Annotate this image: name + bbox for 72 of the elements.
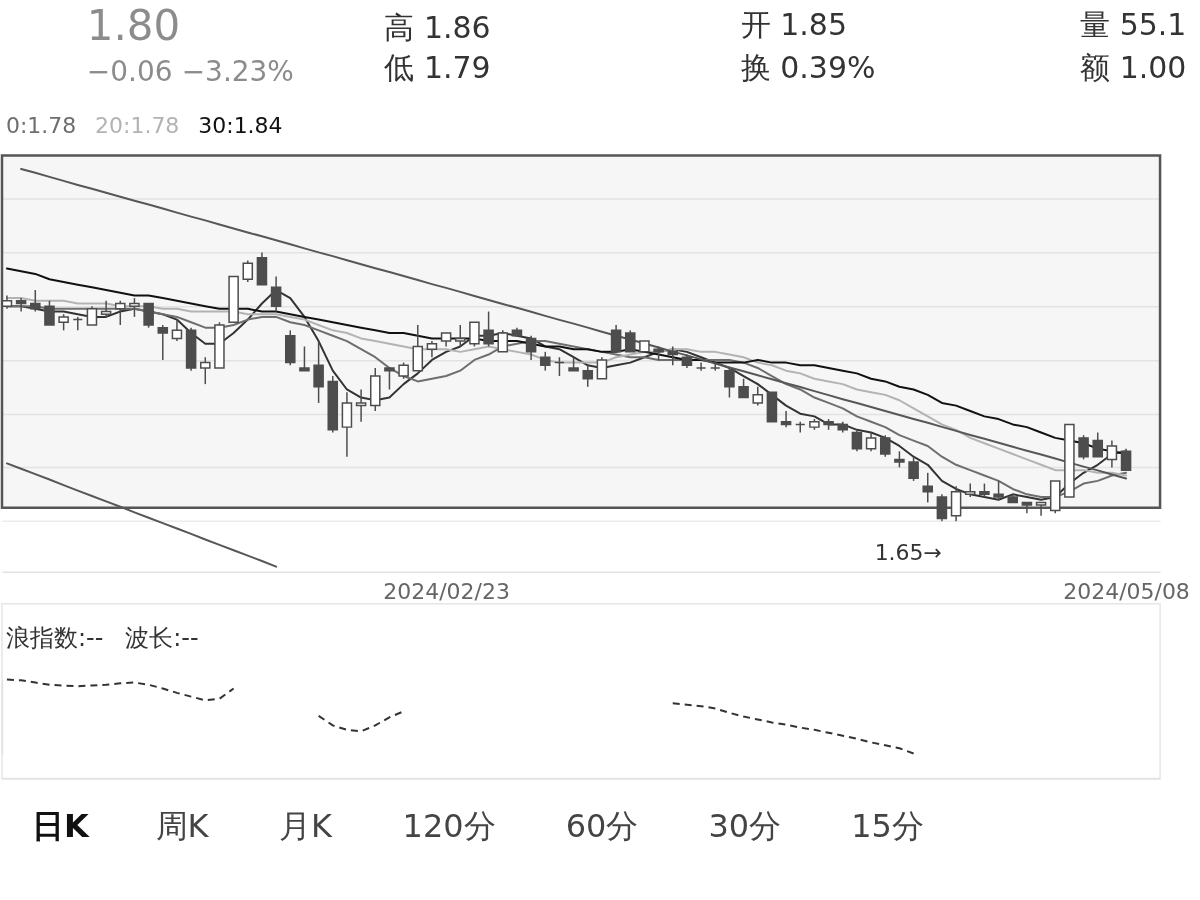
candlestick [539,351,551,372]
x-tick-label: 2024/05/08 [1063,579,1190,605]
candlestick [1078,434,1089,461]
candlestick [30,289,41,313]
candlestick [100,300,112,318]
candlestick [752,386,764,407]
candlestick [1035,501,1047,517]
text: 1.80 [86,0,181,50]
candlestick [879,434,891,458]
candlestick [72,316,84,332]
text: 换 0.39% [740,49,876,85]
text: 20:1.78 [95,112,180,138]
text: 1.65→ [874,540,942,566]
text: −0.06 [86,54,173,88]
candlestick [143,302,154,329]
text: 波长:-- [125,623,199,652]
candlestick [936,493,948,522]
candlestick [384,367,395,391]
candlestick [695,361,707,372]
candlestick [171,318,183,342]
candlestick [86,305,98,326]
text: 浪指数:-- [5,623,104,652]
candlestick [483,310,494,348]
candlestick [582,364,594,388]
candlestick [993,480,1004,501]
candlestick [1092,431,1104,458]
candlestick [299,345,310,372]
candlestick [15,297,27,313]
candlestick [115,300,126,326]
candlestick [610,324,622,353]
candlestick [454,324,466,348]
text: 30分 [708,807,782,846]
text: 15分 [851,807,924,846]
candlestick [667,345,679,367]
text: 周K [155,807,210,846]
candlestick [554,356,565,377]
text: 日K [31,807,90,846]
text: 量 55.1 [1080,6,1187,42]
text: 低 1.79 [384,49,491,85]
text: 60分 [565,807,639,846]
candlestick [44,300,55,326]
text: 额 1.00 [1080,49,1187,85]
candlestick [724,367,735,399]
candlestick [313,340,324,404]
candlestick [964,482,976,498]
candlestick [922,472,934,504]
candlestick [908,455,919,482]
candlestick [865,431,877,453]
text: 120分 [402,807,496,846]
candlestick [596,356,608,380]
candlestick [200,356,211,385]
text: 高 1.86 [384,9,491,45]
candlestick [738,377,749,399]
candlestick [469,321,480,348]
candlestick [129,297,140,318]
text: 30:1.84 [198,112,283,138]
text: −3.23% [181,54,294,88]
candlestick [624,329,636,353]
candlestick [851,429,863,453]
candlestick [780,410,792,428]
candlestick [1106,439,1118,469]
x-tick-label: 2024/02/23 [383,579,510,605]
candlestick [497,329,509,353]
text: 0:1.78 [5,112,77,138]
text: 开 1.85 [740,6,847,42]
text: 月K [279,807,334,846]
candlestick [242,259,254,283]
candlestick [355,388,367,423]
candlestick [1120,447,1132,471]
candlestick [270,275,282,313]
candlestick [157,324,169,361]
candlestick [525,334,537,361]
